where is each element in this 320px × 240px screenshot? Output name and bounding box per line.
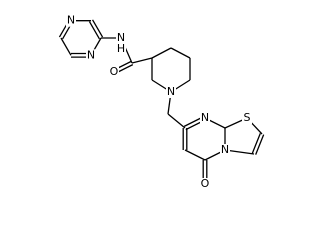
atom-label-background bbox=[109, 66, 119, 78]
atom-label-background bbox=[200, 178, 210, 190]
atom-label-background bbox=[166, 86, 176, 98]
atom-label: N bbox=[167, 85, 175, 98]
atom-label: H bbox=[117, 42, 125, 55]
double-bond bbox=[88, 21, 101, 40]
atom-label-background bbox=[116, 43, 126, 55]
single-bond bbox=[131, 57, 153, 64]
atom-label-background bbox=[66, 14, 76, 27]
double-bond bbox=[255, 134, 265, 155]
double-bond bbox=[251, 133, 261, 154]
single-bond bbox=[151, 47, 172, 59]
atom-label: N bbox=[87, 48, 95, 61]
bonds bbox=[58, 19, 265, 184]
single-bond bbox=[60, 37, 72, 56]
single-bond bbox=[167, 113, 186, 129]
atom-label-background bbox=[220, 144, 230, 156]
single-bond bbox=[170, 47, 191, 59]
atom-label: N bbox=[201, 111, 209, 124]
atom-label: N bbox=[117, 31, 125, 44]
atom-label: N bbox=[67, 14, 75, 27]
single-bond bbox=[184, 149, 206, 161]
atom-label-background bbox=[116, 32, 126, 44]
atom-label: O bbox=[110, 65, 119, 78]
atom-label-background bbox=[242, 112, 252, 124]
atom-label: S bbox=[244, 111, 251, 124]
atom-label-background bbox=[200, 112, 210, 124]
atom-label-background bbox=[86, 49, 96, 62]
double-bond bbox=[91, 19, 104, 38]
atom-label: O bbox=[201, 177, 210, 190]
atom-label: N bbox=[221, 143, 229, 156]
